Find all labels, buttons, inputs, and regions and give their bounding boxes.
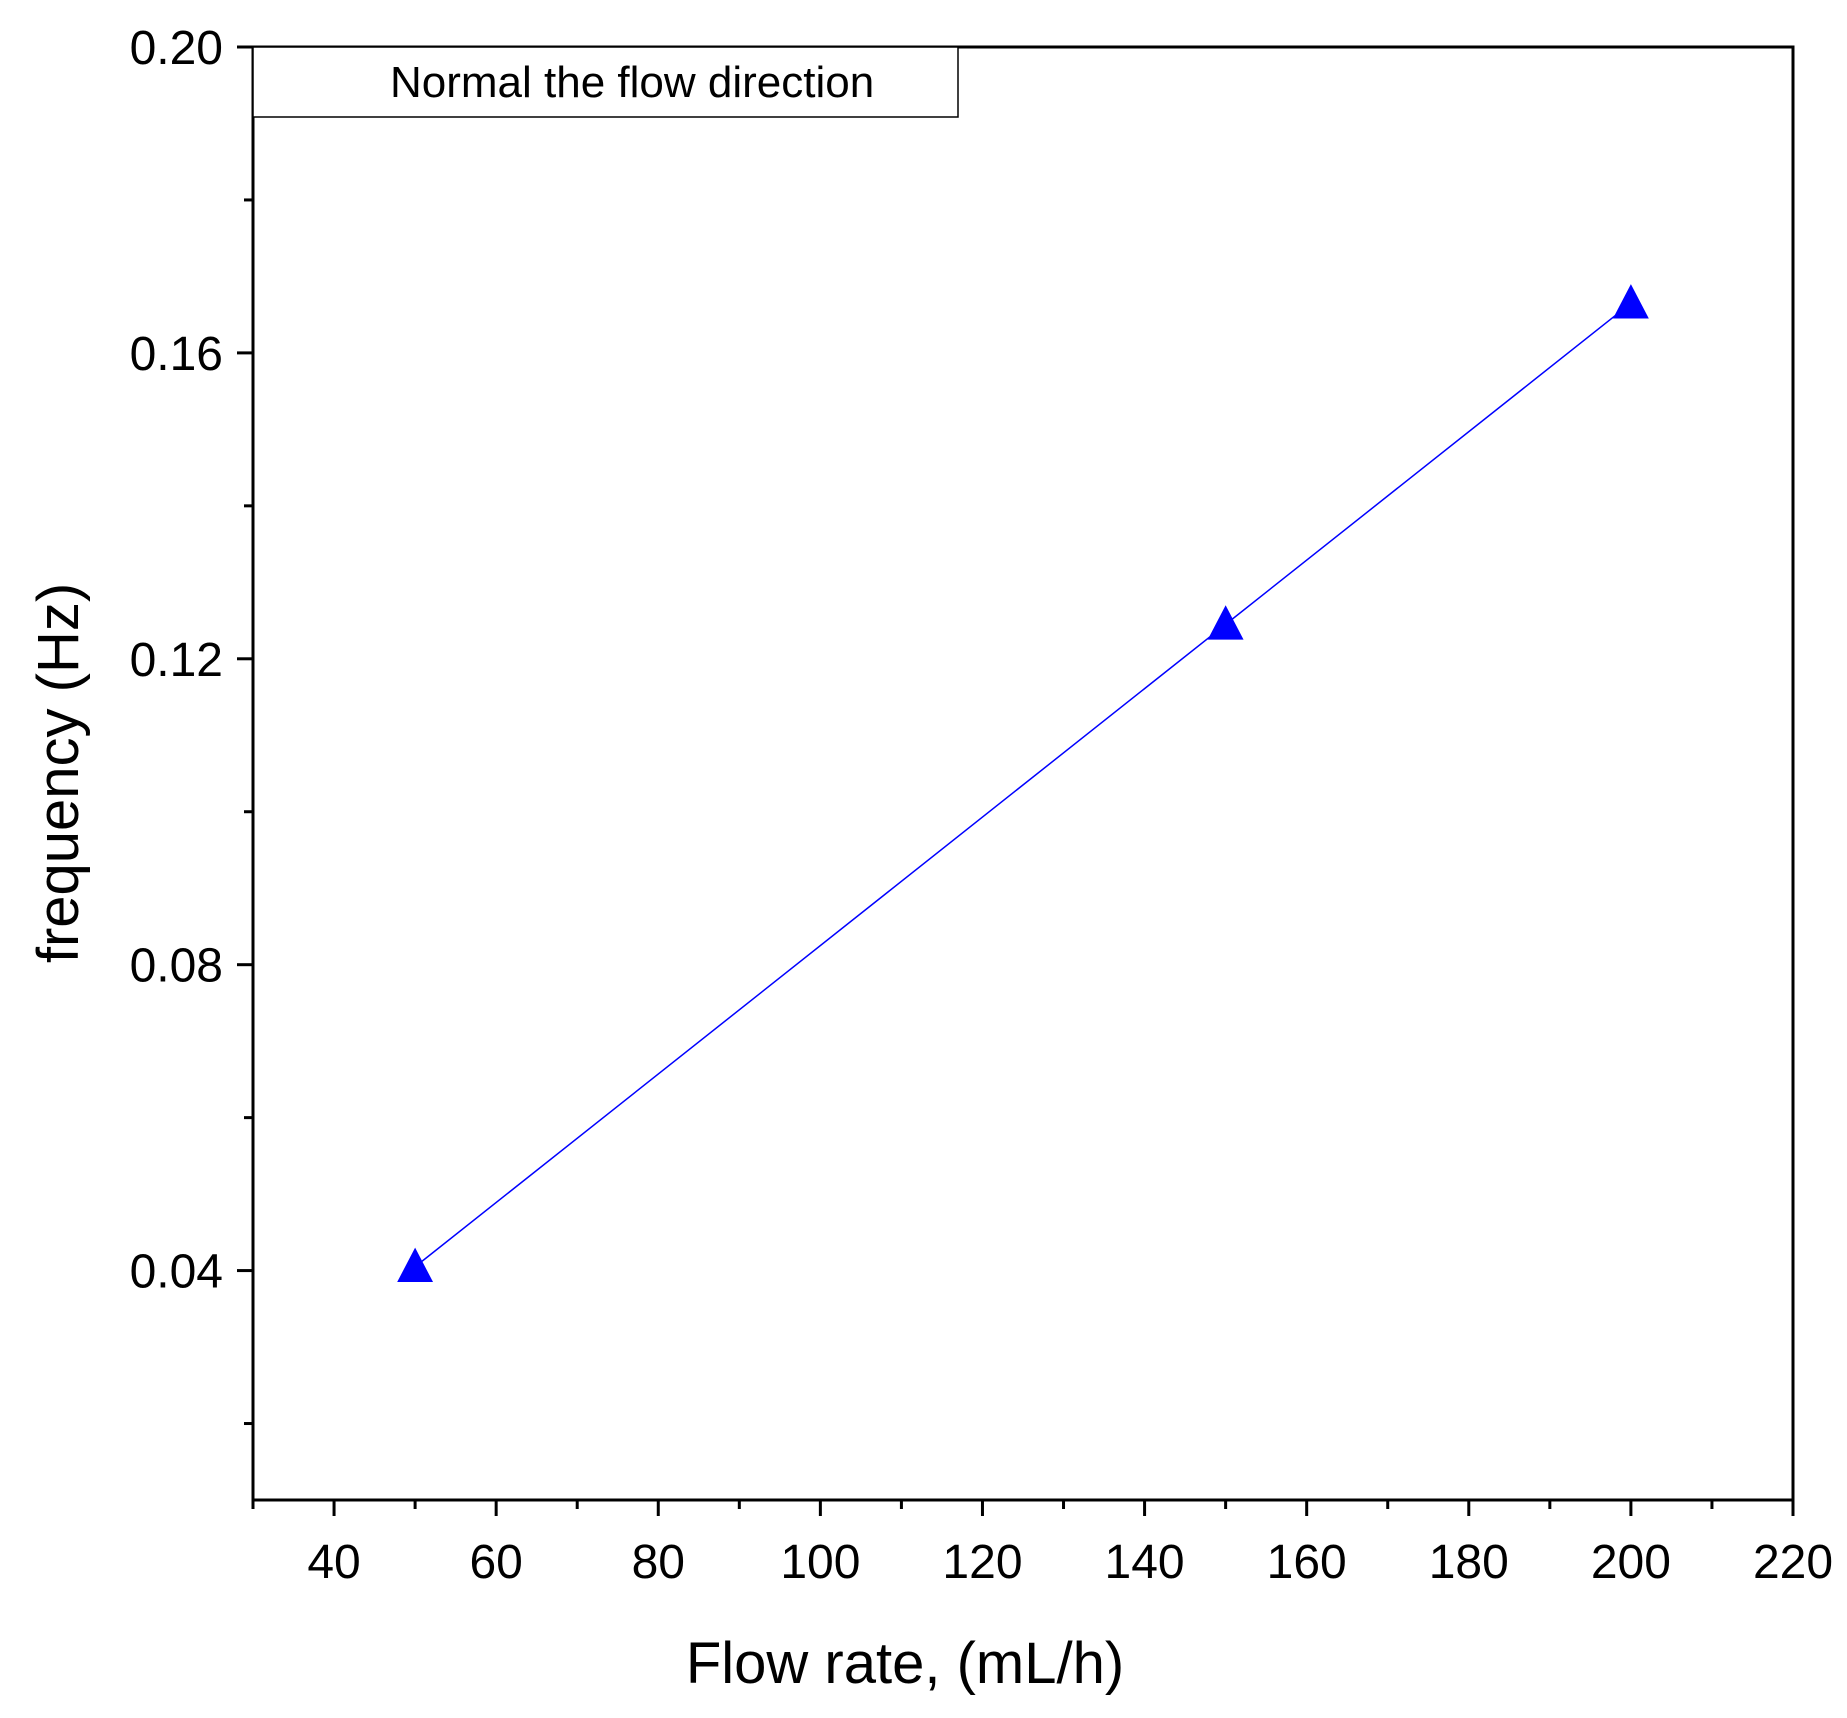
y-tick-label: 0.12	[130, 634, 223, 687]
x-tick-label: 60	[469, 1536, 522, 1589]
y-axis: 0.04 0.08 0.12 0.16 0.20	[130, 22, 253, 1426]
x-axis-title: Flow rate, (mL/h)	[686, 1631, 1124, 1696]
x-tick-label: 80	[632, 1536, 685, 1589]
x-tick-label: 40	[307, 1536, 360, 1589]
data-point-triangle	[1612, 284, 1649, 319]
y-tick-label: 0.16	[130, 328, 223, 381]
series-layer	[397, 284, 1649, 1283]
plot-frame	[251, 45, 1795, 1502]
legend-label: Normal the flow direction	[390, 58, 874, 107]
series-line	[414, 302, 1632, 1268]
x-tick-label: 120	[942, 1536, 1022, 1589]
x-tick-label: 160	[1267, 1536, 1347, 1589]
y-tick-label: 0.04	[130, 1246, 223, 1299]
legend-box	[252, 46, 959, 118]
x-tick-label: 100	[780, 1536, 860, 1589]
data-point-triangle	[1207, 605, 1244, 640]
x-tick-label: 220	[1753, 1536, 1833, 1589]
y-axis-title: frequency (Hz)	[26, 583, 91, 963]
x-tick-label: 200	[1591, 1536, 1671, 1589]
x-tick-label: 140	[1105, 1536, 1185, 1589]
y-tick-label: 0.08	[130, 940, 223, 993]
data-point-triangle	[397, 1247, 434, 1283]
x-tick-label: 180	[1429, 1536, 1509, 1589]
y-tick-label: 0.20	[130, 22, 223, 75]
x-axis: 40 60 80 100 120 140 160 180 200 220	[251, 1500, 1833, 1589]
legend: Normal the flow direction	[252, 46, 959, 118]
